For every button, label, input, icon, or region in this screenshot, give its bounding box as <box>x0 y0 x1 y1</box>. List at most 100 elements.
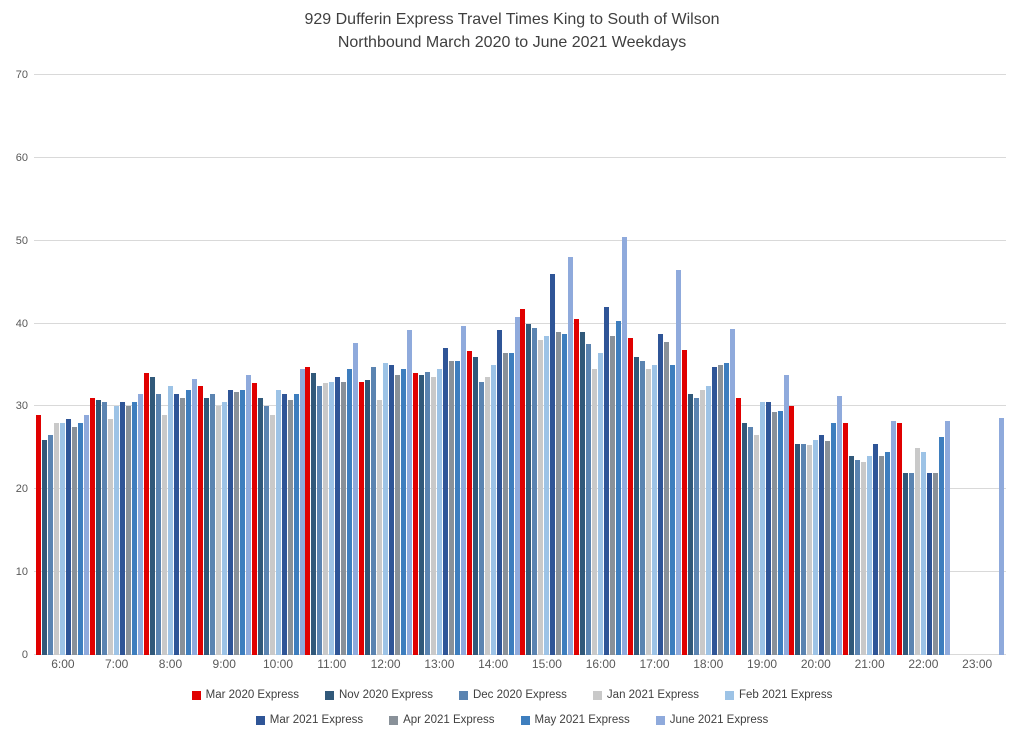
bar-apr-2021-express <box>610 336 616 655</box>
bar-dec-2020-express <box>478 381 484 655</box>
bar-nov-2020-express <box>311 373 317 655</box>
bar-mar-2020-express <box>896 423 902 655</box>
bar-group-800 <box>143 75 198 655</box>
bar-nov-2020-express <box>203 398 209 655</box>
bar-mar-2021-express <box>496 330 502 655</box>
legend-item-feb-2021-express: Feb 2021 Express <box>724 689 832 701</box>
y-axis-label: 0 <box>21 649 28 661</box>
bar-apr-2021-express <box>126 406 132 655</box>
bar-mar-2020-express <box>627 337 633 655</box>
bar-nov-2020-express <box>257 398 263 655</box>
bar-may-2021-express <box>723 362 729 655</box>
bar-mar-2021-express <box>173 394 179 655</box>
bar-june-2021-express <box>837 395 843 655</box>
bar-may-2021-express <box>885 452 891 655</box>
bar-may-2021-express <box>454 360 460 655</box>
y-axis-label: 60 <box>15 151 28 164</box>
bar-dec-2020-express <box>693 398 699 655</box>
x-axis-label: 12:00 <box>370 657 401 671</box>
bar-june-2021-express <box>944 421 950 655</box>
bar-jan-2021-express <box>161 414 167 655</box>
bar-june-2021-express <box>783 374 789 655</box>
bar-group-2100 <box>843 75 897 655</box>
bar-nov-2020-express <box>96 399 102 655</box>
bar-nov-2020-express <box>42 439 48 655</box>
bar-nov-2020-express <box>849 456 855 655</box>
bar-group-2300 <box>950 75 1004 655</box>
bar-feb-2021-express <box>598 352 604 655</box>
bar-june-2021-express <box>891 420 897 655</box>
chart-title-line2: Northbound March 2020 to June 2021 Weekd… <box>337 34 687 52</box>
bar-group-1300 <box>412 75 466 655</box>
bar-nov-2020-express <box>902 472 908 655</box>
bar-may-2021-express <box>239 389 245 655</box>
bar-jan-2021-express <box>914 447 920 655</box>
x-axis-label: 20:00 <box>800 657 831 671</box>
legend-swatch-icon <box>191 690 201 700</box>
bar-feb-2021-express <box>221 402 227 655</box>
bar-apr-2021-express <box>771 412 777 655</box>
legend-label: Apr 2021 Express <box>403 714 495 726</box>
bar-mar-2021-express <box>926 472 932 655</box>
bar-apr-2021-express <box>233 391 239 655</box>
bar-mar-2021-express <box>227 389 233 655</box>
bar-feb-2021-express <box>544 336 550 655</box>
bar-apr-2021-express <box>932 472 938 655</box>
bar-jan-2021-express <box>323 383 329 655</box>
bar-mar-2020-express <box>412 373 418 655</box>
bar-june-2021-express <box>460 326 466 655</box>
legend-label: Dec 2020 Express <box>472 689 567 701</box>
x-axis-label: 9:00 <box>212 657 236 671</box>
bar-jan-2021-express <box>484 377 490 655</box>
bar-dec-2020-express <box>855 460 861 655</box>
bar-dec-2020-express <box>102 402 108 655</box>
bar-dec-2020-express <box>908 472 914 655</box>
plot-area: 0 10 20 30 40 50 60 70 <box>16 69 1006 661</box>
x-axis-label: 15:00 <box>531 657 562 671</box>
bar-may-2021-express <box>777 410 783 655</box>
bar-may-2021-express <box>185 389 191 655</box>
bar-nov-2020-express <box>741 423 747 655</box>
gridline <box>34 156 1006 158</box>
bar-mar-2021-express <box>765 402 771 655</box>
bar-may-2021-express <box>132 402 138 655</box>
bar-dec-2020-express <box>263 406 269 655</box>
bar-june-2021-express <box>191 379 197 655</box>
legend-label: Mar 2020 Express <box>205 689 299 701</box>
bar-jan-2021-express <box>430 377 436 655</box>
legend-row-1: Mar 2020 Express Nov 2020 Express Dec 2020… <box>0 689 1024 701</box>
bar-dec-2020-express <box>317 385 323 655</box>
bar-dec-2020-express <box>371 366 377 655</box>
bar-jan-2021-express <box>108 418 114 655</box>
bar-feb-2021-express <box>275 389 281 655</box>
bar-group-1400 <box>466 75 520 655</box>
bar-june-2021-express <box>622 236 628 655</box>
y-axis-label: 70 <box>15 69 28 81</box>
bar-nov-2020-express <box>580 331 586 655</box>
bar-group-2200 <box>896 75 951 655</box>
bar-group-1100 <box>305 75 359 655</box>
chart-title: 929 Dufferin Express Travel Times King t… <box>0 8 1024 54</box>
bar-feb-2021-express <box>651 365 657 655</box>
x-axis-label: 10:00 <box>263 657 294 671</box>
bar-mar-2020-express <box>735 398 741 655</box>
x-axis-label: 22:00 <box>908 657 939 671</box>
bar-dec-2020-express <box>747 427 753 655</box>
x-axis-label: 21:00 <box>854 657 885 671</box>
bar-feb-2021-express <box>920 452 926 655</box>
bar-group-900 <box>197 75 251 655</box>
bar-groups <box>34 75 1006 655</box>
gridline <box>34 488 1006 490</box>
bar-apr-2021-express <box>717 365 723 655</box>
bar-nov-2020-express <box>472 356 478 655</box>
bar-feb-2021-express <box>60 423 66 655</box>
bar-may-2021-express <box>616 321 622 655</box>
y-axis-label: 20 <box>15 483 28 496</box>
gridline <box>34 405 1006 407</box>
x-axis-label: 19:00 <box>747 657 778 671</box>
x-axis-label: 8:00 <box>158 657 183 671</box>
x-axis-label: 16:00 <box>585 657 616 671</box>
bar-june-2021-express <box>299 369 305 655</box>
legend-item-june-2021-express: June 2021 Express <box>655 714 768 726</box>
bar-nov-2020-express <box>365 379 371 655</box>
